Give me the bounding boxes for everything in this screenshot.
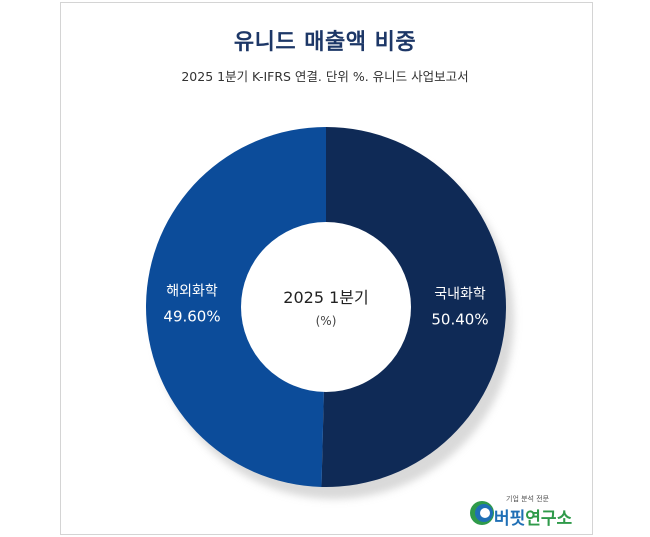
slice-category-label: 국내화학 [434, 287, 486, 303]
slice-category-label: 해외화학 [166, 283, 218, 299]
logo-name: 버핏연구소 [494, 504, 572, 529]
chart-title: 유니드 매출액 비중 [233, 30, 417, 55]
brand-logo: 기업 분석 전문 버핏연구소 [468, 492, 594, 532]
logo-tagline: 기업 분석 전문 [506, 495, 550, 503]
logo-name-accent: 연구소 [525, 509, 573, 529]
donut-hole [241, 222, 411, 392]
slice-overseas [146, 127, 326, 487]
center-period-label: 2025 1분기 [283, 288, 368, 307]
labels-group: 국내화학 50.40% 해외화학 49.60% [163, 283, 488, 328]
logo-mark-icon [470, 501, 494, 525]
slice-domestic [321, 127, 507, 488]
slice-value-label: 50.40% [431, 311, 488, 329]
slices-group [146, 127, 507, 488]
chart-subtitle: 2025 1분기 K-IFRS 연결. 단위 %. 유니드 사업보고서 [181, 69, 469, 84]
center-unit-label: (%) [316, 314, 337, 328]
logo-name-main: 버핏 [494, 509, 526, 529]
slice-value-label: 49.60% [163, 307, 220, 325]
